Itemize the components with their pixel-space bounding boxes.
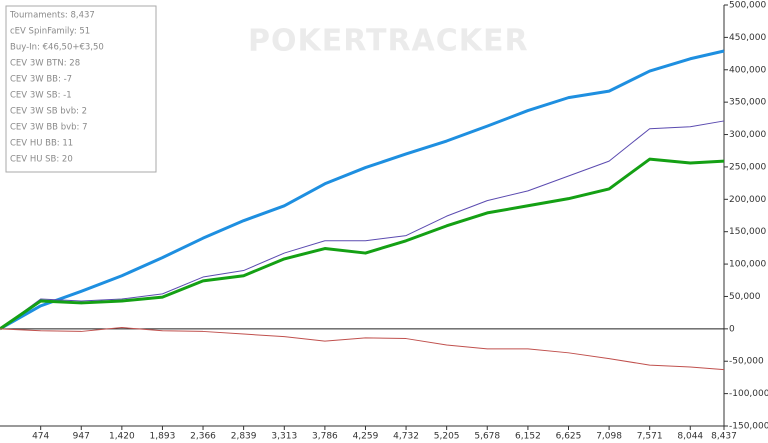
stat-line: CEV 3W BTN: 28 [10,59,80,69]
x-tick-label: 6,625 [556,432,582,442]
y-tick-label: 500,000 [729,1,766,11]
y-tick-label: 350,000 [729,98,766,108]
x-tick-label: 474 [32,432,49,442]
series-line [0,49,725,331]
stat-line: Buy-In: €46,50+€3,50 [10,43,104,53]
x-tick-label: 8,437 [711,432,737,442]
x-tick-label: 4,259 [353,432,379,442]
x-tick-label: 5,205 [434,432,460,442]
series-line [0,157,725,331]
x-tick-label: 2,366 [190,432,216,442]
stat-line: CEV 3W BB bvb: 7 [10,123,88,133]
y-tick-label: 0 [729,324,735,334]
x-tick-label: 2,839 [231,432,257,442]
y-tick-label: 250,000 [729,162,766,172]
stat-line: Tournaments: 8,437 [9,11,95,21]
stat-line: CEV HU SB: 20 [10,155,73,165]
watermark: POKERTRACKER [248,24,529,59]
stat-line: CEV HU BB: 11 [10,139,73,149]
y-tick-label: 300,000 [729,130,766,140]
y-tick-label: 450,000 [729,33,766,43]
x-tick-label: 3,313 [271,432,297,442]
y-tick-label: 400,000 [729,65,766,75]
y-tick-label: -150,000 [729,422,768,432]
x-tick-label: 7,098 [596,432,622,442]
y-tick-label: -100,000 [729,389,768,399]
x-tick-label: 1,420 [109,432,135,442]
stat-line: CEV 3W BB: -7 [10,75,72,85]
x-tick-label: 5,678 [474,432,500,442]
x-tick-label: 4,732 [393,432,419,442]
series-line [0,120,725,330]
stat-line: cEV SpinFamily: 51 [10,27,90,37]
y-tick-label: 100,000 [729,260,766,270]
x-tick-label: 1,893 [150,432,176,442]
x-tick-label: 947 [73,432,90,442]
y-tick-label: -50,000 [729,357,764,367]
x-tick-label: 3,786 [312,432,338,442]
stat-line: CEV 3W SB bvb: 2 [10,107,87,117]
x-tick-label: 6,152 [515,432,541,442]
series-line [0,327,725,371]
stats-box [5,5,157,173]
x-tick-label: 8,044 [677,432,703,442]
y-tick-label: 150,000 [729,227,766,237]
stat-line: CEV 3W SB: -1 [10,91,72,101]
y-tick-label: 50,000 [729,292,761,302]
x-tick-label: 7,571 [637,432,663,442]
y-tick-label: 200,000 [729,195,766,205]
